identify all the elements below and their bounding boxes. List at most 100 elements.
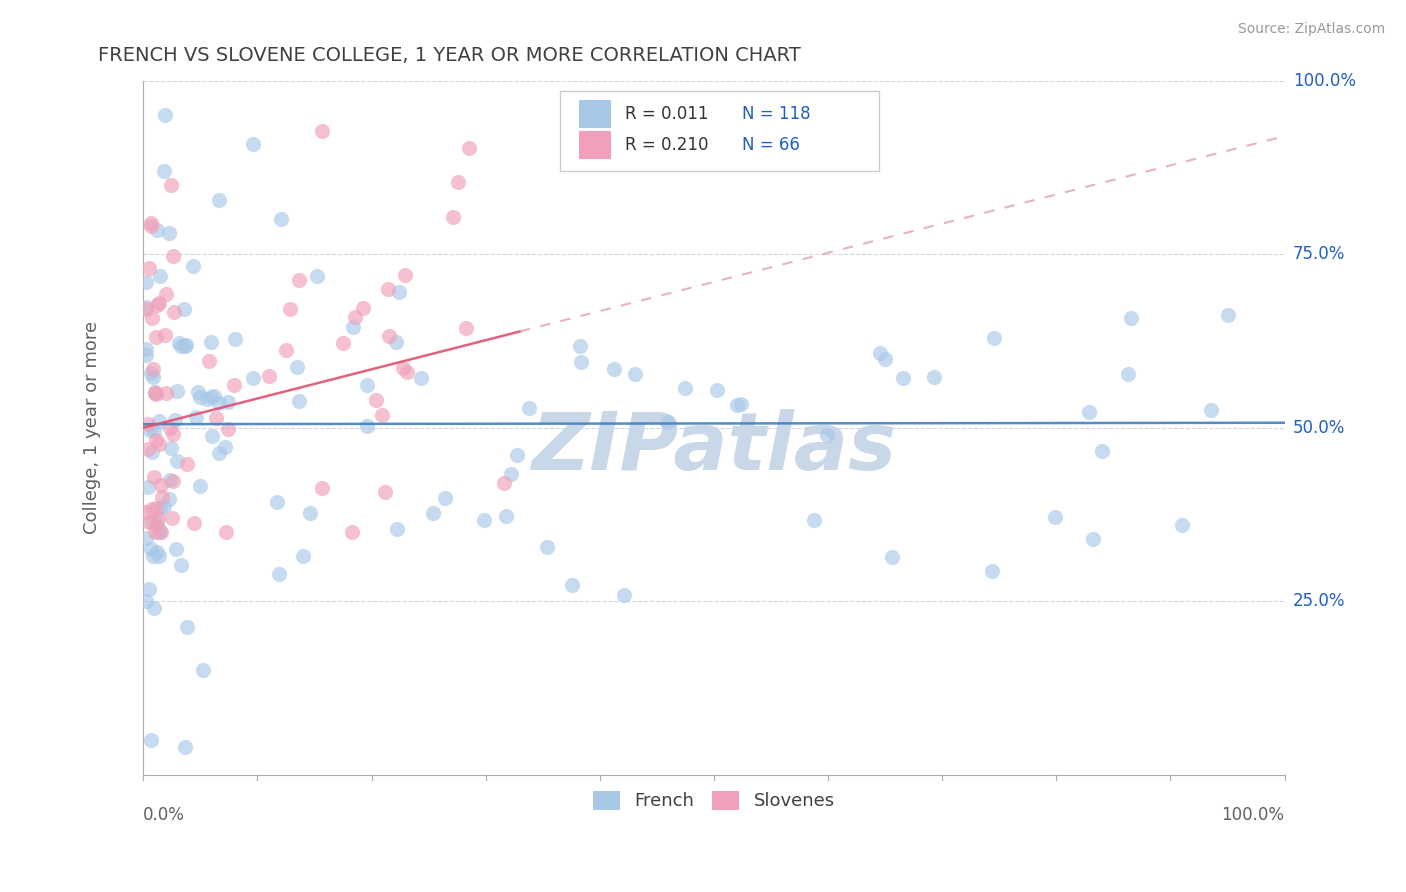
- Point: [267, 566, 290, 581]
- Point: [136, 417, 159, 431]
- Point: [159, 178, 181, 192]
- Point: [517, 401, 540, 416]
- Point: [1218, 308, 1240, 322]
- Point: [141, 444, 163, 458]
- Point: [536, 540, 558, 554]
- Text: 100.0%: 100.0%: [1294, 71, 1355, 90]
- Point: [148, 524, 170, 539]
- Point: [492, 476, 515, 491]
- Point: [342, 320, 364, 334]
- Point: [145, 517, 167, 532]
- Point: [142, 549, 165, 563]
- Point: [388, 285, 411, 299]
- Point: [183, 516, 205, 530]
- Point: [169, 335, 191, 350]
- Point: [176, 620, 198, 634]
- Point: [135, 594, 157, 608]
- Point: [143, 385, 166, 400]
- Point: [166, 454, 188, 468]
- Point: [141, 516, 163, 530]
- Point: [980, 564, 1002, 578]
- Point: [374, 485, 396, 500]
- Point: [803, 513, 825, 527]
- Point: [153, 164, 176, 178]
- Point: [395, 365, 418, 379]
- Point: [149, 477, 172, 491]
- Point: [138, 515, 160, 529]
- Point: [311, 123, 333, 137]
- Point: [139, 423, 162, 437]
- Point: [366, 392, 388, 407]
- Point: [1045, 509, 1067, 524]
- Point: [153, 108, 176, 122]
- Point: [136, 442, 159, 456]
- Point: [195, 392, 218, 406]
- Point: [145, 223, 167, 237]
- Point: [145, 298, 167, 312]
- Point: [149, 524, 172, 538]
- Point: [145, 434, 167, 448]
- Point: [162, 511, 184, 525]
- Point: [1199, 402, 1222, 417]
- Point: [139, 732, 162, 747]
- Point: [165, 542, 187, 557]
- Point: [370, 408, 392, 422]
- Point: [377, 282, 399, 296]
- Point: [285, 359, 308, 374]
- Point: [136, 479, 159, 493]
- Point: [447, 176, 470, 190]
- Point: [673, 380, 696, 394]
- Point: [181, 260, 204, 274]
- Point: [142, 424, 165, 438]
- Point: [201, 428, 224, 442]
- Point: [135, 300, 157, 314]
- Point: [266, 495, 288, 509]
- Point: [148, 436, 170, 450]
- FancyBboxPatch shape: [560, 91, 879, 171]
- Point: [153, 328, 176, 343]
- Text: 0.0%: 0.0%: [143, 805, 186, 824]
- Point: [1083, 532, 1105, 546]
- Point: [145, 387, 167, 401]
- Point: [143, 524, 166, 539]
- Point: [148, 549, 170, 564]
- Point: [148, 414, 170, 428]
- Point: [149, 268, 172, 283]
- Point: [163, 413, 186, 427]
- Point: [214, 440, 236, 454]
- Point: [157, 227, 180, 241]
- Point: [138, 260, 160, 275]
- Point: [200, 390, 222, 404]
- Point: [143, 600, 166, 615]
- Point: [155, 287, 177, 301]
- Text: 25.0%: 25.0%: [1294, 592, 1346, 610]
- Point: [257, 369, 280, 384]
- Point: [174, 739, 197, 754]
- Point: [162, 249, 184, 263]
- Point: [569, 355, 592, 369]
- Point: [170, 558, 193, 572]
- Text: 100.0%: 100.0%: [1222, 805, 1285, 824]
- Point: [394, 268, 416, 282]
- Point: [356, 377, 378, 392]
- Point: [170, 339, 193, 353]
- Point: [356, 419, 378, 434]
- Point: [276, 343, 298, 357]
- Point: [385, 522, 408, 536]
- Point: [343, 310, 366, 325]
- Point: [162, 427, 184, 442]
- Point: [138, 582, 160, 596]
- Point: [145, 330, 167, 344]
- Point: [202, 389, 225, 403]
- Point: [1090, 443, 1112, 458]
- Text: ZIPatlas: ZIPatlas: [531, 409, 897, 487]
- Point: [224, 332, 246, 346]
- Point: [142, 470, 165, 484]
- Point: [149, 524, 172, 539]
- Point: [135, 302, 157, 317]
- Point: [340, 524, 363, 539]
- Point: [159, 420, 181, 434]
- Point: [162, 474, 184, 488]
- Point: [150, 490, 173, 504]
- Point: [385, 334, 408, 349]
